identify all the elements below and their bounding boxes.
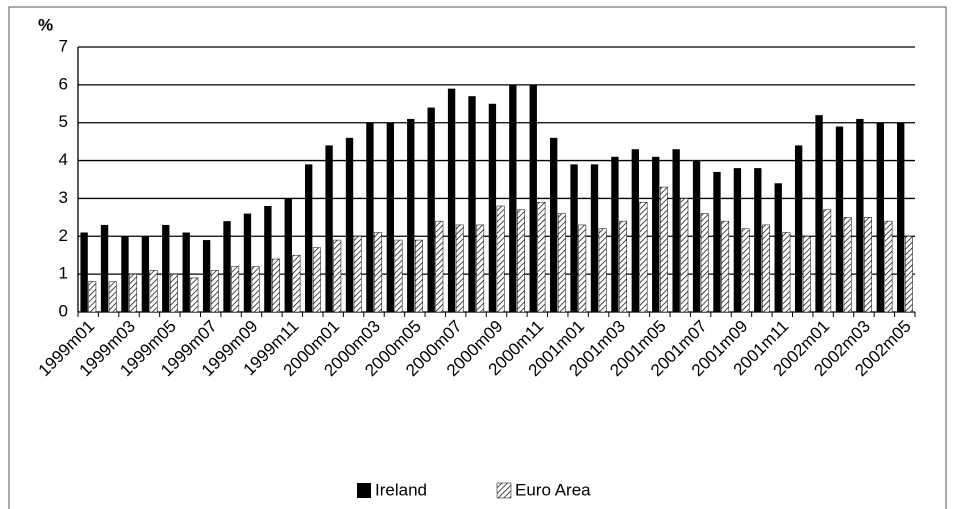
y-tick-label: 0 [59, 301, 68, 320]
bar [88, 281, 97, 313]
bar [190, 277, 199, 313]
bar [353, 236, 362, 313]
bar [680, 198, 689, 313]
bar [876, 122, 884, 312]
bar [619, 220, 627, 313]
bar [210, 270, 219, 313]
bar [782, 232, 791, 313]
bar [100, 224, 109, 312]
bar [713, 171, 721, 312]
bar [864, 217, 872, 313]
bar [823, 209, 832, 313]
bar [427, 107, 435, 312]
bar [162, 224, 170, 312]
y-axis-title: % [38, 15, 53, 34]
bar [835, 126, 844, 312]
bar [149, 270, 158, 313]
bar [312, 247, 321, 313]
legend-swatch [357, 483, 371, 498]
bar [557, 213, 566, 313]
bar [455, 224, 464, 313]
bar [721, 220, 730, 313]
bar [108, 281, 117, 313]
bar [590, 164, 599, 312]
bar [366, 122, 374, 312]
bar [272, 258, 280, 313]
bar [170, 273, 178, 313]
bar [754, 168, 762, 312]
bar [843, 217, 852, 313]
bar [700, 213, 709, 313]
y-tick-label: 6 [59, 74, 68, 93]
bar [774, 183, 782, 312]
bar [414, 239, 423, 313]
bar [672, 149, 680, 312]
bar [292, 254, 301, 313]
bar [509, 84, 517, 312]
bar [741, 228, 750, 313]
bar [762, 224, 770, 313]
bar [537, 201, 546, 313]
bar [652, 156, 660, 312]
bar [692, 160, 701, 312]
bar [231, 266, 240, 313]
bar [325, 145, 333, 312]
bar [141, 236, 150, 312]
bar [904, 236, 913, 313]
bar [121, 236, 129, 312]
y-tick-label: 7 [59, 36, 68, 55]
bar [639, 201, 648, 313]
bar [496, 205, 505, 313]
y-tick-label: 2 [59, 226, 68, 245]
bar [733, 168, 742, 312]
bar [129, 273, 138, 313]
bar [202, 240, 211, 312]
bar [333, 239, 342, 313]
legend-label: Euro Area [515, 480, 591, 499]
bar [631, 149, 639, 312]
bar [598, 228, 607, 313]
chart-frame [8, 6, 947, 509]
bar [386, 122, 395, 312]
bar [251, 266, 260, 313]
bar [570, 164, 578, 312]
bar [578, 224, 587, 313]
bar [529, 84, 537, 312]
bar [407, 118, 415, 312]
y-tick-label: 1 [59, 264, 68, 283]
bar [264, 206, 272, 312]
bar [80, 232, 88, 312]
bar [815, 115, 823, 313]
bar [794, 145, 803, 312]
bar [549, 137, 558, 312]
bar [488, 103, 497, 313]
bar [305, 164, 313, 312]
bar [345, 137, 354, 312]
bar [284, 198, 292, 312]
bar [223, 221, 231, 312]
bar [374, 232, 383, 313]
bar [435, 220, 444, 313]
bar [476, 224, 485, 313]
y-tick-label: 3 [59, 188, 68, 207]
y-tick-label: 4 [59, 150, 68, 169]
legend-swatch [496, 482, 512, 499]
legend-label: Ireland [375, 480, 427, 499]
bar [182, 232, 190, 312]
bar [884, 220, 893, 313]
bar [394, 239, 403, 313]
bar [611, 156, 619, 312]
bar [856, 118, 864, 312]
bar [468, 96, 476, 312]
bar [243, 213, 252, 312]
bar [659, 186, 668, 313]
bar [897, 122, 905, 312]
y-tick-label: 5 [59, 112, 68, 131]
bar [447, 88, 456, 313]
bar [517, 209, 525, 313]
bar [802, 236, 811, 313]
